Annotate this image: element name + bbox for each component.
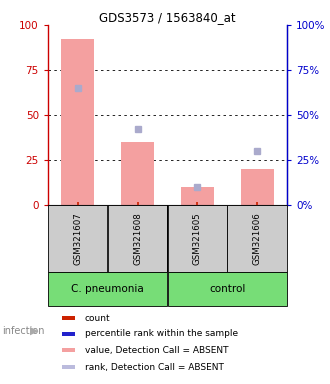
Text: ▶: ▶	[30, 326, 39, 336]
Bar	[181, 187, 214, 205]
Text: infection: infection	[2, 326, 44, 336]
Bar	[227, 205, 287, 272]
Text: value, Detection Call = ABSENT: value, Detection Call = ABSENT	[85, 346, 228, 355]
Text: count: count	[85, 314, 111, 323]
Bar	[61, 39, 94, 205]
Text: rank, Detection Call = ABSENT: rank, Detection Call = ABSENT	[85, 362, 224, 372]
Bar	[168, 205, 227, 272]
Bar	[241, 169, 274, 205]
Text: GSM321607: GSM321607	[73, 212, 82, 265]
Bar	[62, 332, 75, 336]
Bar	[48, 272, 167, 306]
Text: GSM321606: GSM321606	[253, 212, 262, 265]
Bar	[108, 205, 167, 272]
Text: GSM321608: GSM321608	[133, 212, 142, 265]
Bar	[168, 272, 287, 306]
Text: C. pneumonia: C. pneumonia	[71, 284, 144, 294]
Bar	[62, 348, 75, 352]
Bar	[62, 316, 75, 320]
Text: control: control	[209, 284, 246, 294]
Title: GDS3573 / 1563840_at: GDS3573 / 1563840_at	[99, 11, 236, 24]
Text: percentile rank within the sample: percentile rank within the sample	[85, 329, 238, 338]
Bar	[62, 365, 75, 369]
Bar	[48, 205, 108, 272]
Text: GSM321605: GSM321605	[193, 212, 202, 265]
Bar	[121, 142, 154, 205]
